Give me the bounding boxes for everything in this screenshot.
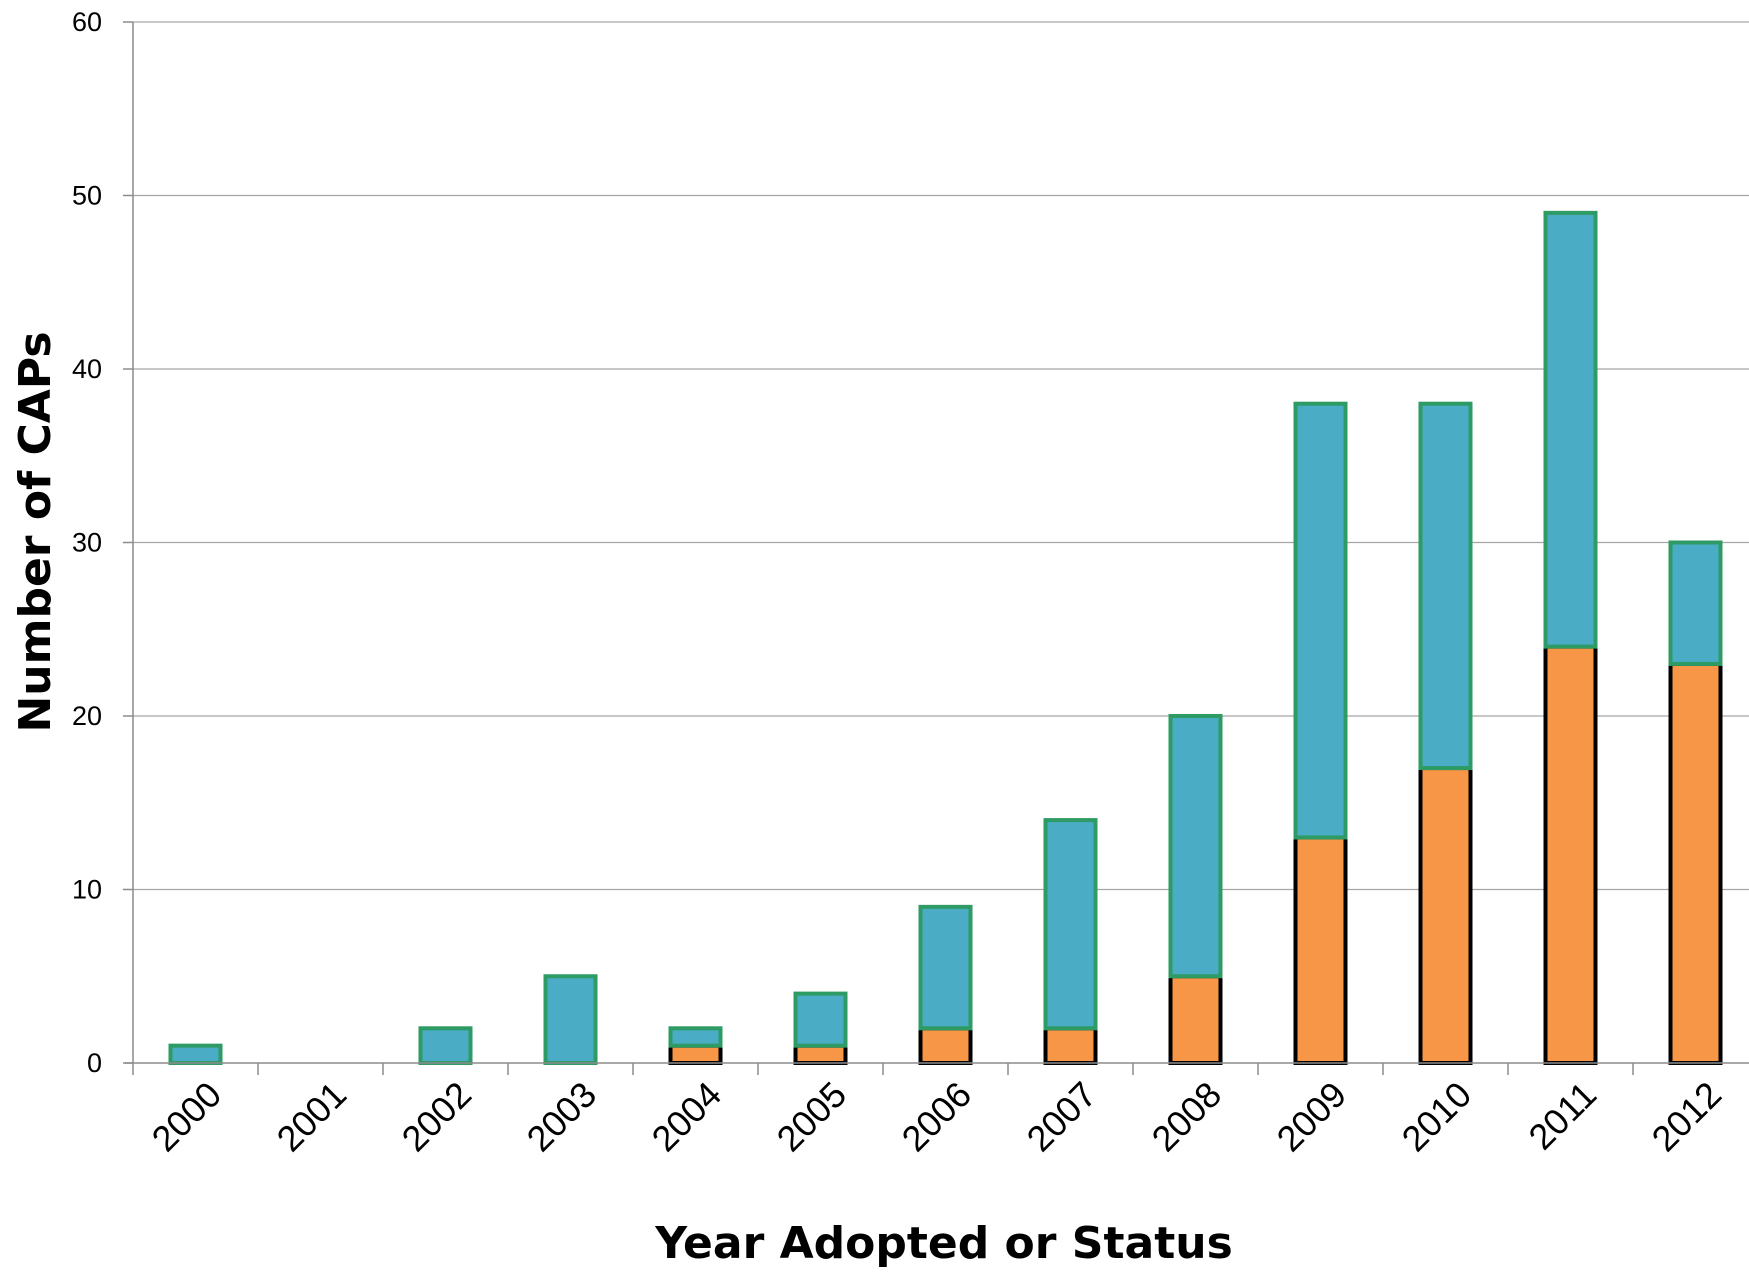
bar-segment-upper-2000 — [168, 1043, 223, 1066]
bar-segment-lower-2011 — [1543, 644, 1598, 1065]
y-tick-label: 10 — [72, 875, 102, 905]
bars — [168, 210, 1723, 1066]
bar-segment-upper-2003 — [543, 974, 598, 1065]
y-tick-label: 40 — [72, 354, 102, 384]
x-tick-label: 2006 — [894, 1074, 980, 1160]
y-axis-title: Number of CAPs — [10, 331, 61, 732]
y-tick-label: 50 — [72, 181, 102, 211]
bar-segment-lower-2010 — [1418, 766, 1473, 1065]
bar-segment-lower-2008 — [1168, 974, 1223, 1065]
x-tick-label: 2010 — [1394, 1074, 1480, 1160]
x-tick-label: 2005 — [769, 1074, 855, 1160]
x-tick-label: 2011 — [1520, 1074, 1604, 1158]
bar-segment-upper-2002 — [418, 1026, 473, 1066]
x-tick-labels: 2000 2001 2002 2003 2004 2005 2006 2007 2008 2009… — [144, 1074, 1730, 1160]
bar-segment-lower-2004 — [668, 1043, 723, 1066]
y-tick-label: 20 — [72, 701, 102, 731]
x-tick-label: 2003 — [519, 1074, 605, 1160]
x-tick-label: 2004 — [644, 1074, 730, 1160]
bar-segment-upper-2004 — [668, 1026, 723, 1048]
x-tick-label: 2008 — [1144, 1074, 1230, 1160]
y-tick-label: 0 — [87, 1048, 102, 1078]
bar-segment-lower-2009 — [1293, 835, 1348, 1066]
bar-segment-upper-2011 — [1543, 210, 1598, 649]
y-tick-label: 30 — [72, 528, 102, 558]
x-tick-label: 2000 — [144, 1074, 230, 1160]
y-tick-label: 60 — [72, 7, 102, 37]
bar-segment-upper-2005 — [793, 991, 848, 1048]
y-tick-labels: 0 10 20 30 40 50 60 — [72, 7, 102, 1078]
bar-segment-lower-2005 — [793, 1043, 848, 1066]
bar-segment-upper-2012 — [1668, 540, 1723, 666]
x-axis-title: Year Adopted or Status — [654, 1218, 1233, 1269]
x-tick-label: 2012 — [1644, 1074, 1730, 1160]
bar-segment-upper-2007 — [1043, 818, 1098, 1031]
bar-segment-upper-2006 — [918, 904, 973, 1031]
x-tick-label: 2002 — [394, 1074, 480, 1160]
bar-segment-lower-2006 — [918, 1026, 973, 1066]
bar-segment-lower-2012 — [1668, 661, 1723, 1065]
bar-segment-upper-2009 — [1293, 401, 1348, 840]
bar-segment-lower-2007 — [1043, 1026, 1098, 1066]
x-tick-label: 2007 — [1019, 1074, 1105, 1160]
axes — [123, 21, 1749, 1075]
bar-segment-upper-2008 — [1168, 714, 1223, 979]
x-tick-label: 2001 — [269, 1074, 355, 1160]
x-tick-label: 2009 — [1269, 1074, 1355, 1160]
bar-segment-upper-2010 — [1418, 401, 1473, 771]
gridlines — [133, 21, 1749, 891]
